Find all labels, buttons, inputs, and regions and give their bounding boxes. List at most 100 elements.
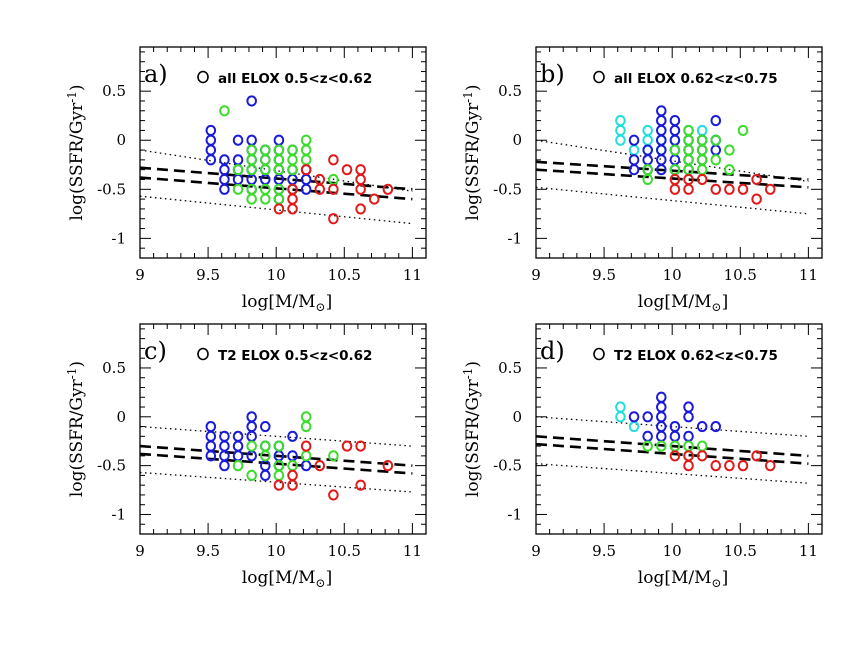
data-point-blue	[642, 144, 653, 156]
data-point-red	[737, 460, 749, 472]
x-axis-label: log[M/M⊙]	[638, 568, 728, 590]
data-point-green	[259, 193, 271, 205]
data-point-red	[683, 183, 694, 195]
legend-marker	[197, 347, 209, 361]
x-axis-label: log[M/M⊙]	[242, 292, 332, 314]
data-point-blue	[246, 411, 257, 423]
data-point-blue	[219, 440, 230, 452]
dashed-line	[139, 444, 413, 467]
data-point-green	[696, 144, 708, 156]
dashed-line	[535, 168, 809, 189]
data-point-red	[273, 479, 285, 491]
y-axis-label: log(SSFR/Gyr-1)	[461, 361, 483, 497]
data-point-red	[737, 183, 749, 195]
data-point-blue	[300, 183, 312, 195]
y-tick-label: 0	[512, 408, 522, 426]
data-point-blue	[205, 420, 217, 433]
data-point-cyan	[615, 115, 626, 127]
data-point-green	[259, 440, 271, 452]
x-tick-label: 9	[531, 542, 541, 560]
data-point-blue	[669, 154, 681, 166]
data-point-red	[341, 440, 353, 452]
data-point-blue	[655, 134, 667, 146]
data-point-green	[246, 154, 257, 166]
data-point-blue	[232, 430, 244, 442]
data-point-green	[259, 154, 271, 166]
dashed-line	[139, 452, 413, 475]
data-point-blue	[246, 95, 257, 107]
data-point-blue	[710, 144, 722, 156]
data-point-cyan	[642, 124, 653, 137]
x-tick-label: 10	[267, 542, 286, 560]
data-point-blue	[655, 144, 667, 156]
data-point-blue	[669, 134, 681, 146]
data-point-blue	[232, 154, 244, 166]
data-point-red	[300, 440, 312, 452]
data-point-cyan	[628, 420, 640, 433]
panel-d: 9 9.5 10 10.5 11 -1 -0.5 0 0.5 d) T2 ELOX 0.62<z<0…	[461, 323, 823, 590]
dotted-line	[139, 149, 413, 192]
legend-marker	[197, 70, 209, 84]
data-point-green	[300, 134, 312, 146]
data-point-blue	[205, 144, 217, 156]
x-tick-label: 9	[135, 266, 145, 284]
data-point-blue	[219, 430, 230, 442]
panel-a: 9 9.5 10 10.5 11 -1 -0.5 0 0.5 a) all ELOX 0.5<z<0…	[65, 46, 427, 314]
data-point-green	[246, 469, 257, 481]
data-point-red	[710, 183, 722, 195]
plot-frame	[139, 323, 427, 535]
data-point-green	[300, 154, 312, 166]
data-point-blue	[219, 460, 230, 472]
data-point-blue	[205, 134, 217, 146]
data-point-blue	[219, 173, 230, 186]
x-tick-label: 11	[403, 542, 422, 560]
data-point-blue	[205, 430, 217, 442]
plot-frame	[535, 46, 823, 259]
data-point-cyan	[615, 124, 626, 137]
dotted-line	[535, 186, 809, 215]
legend-label: all ELOX 0.62<z<0.75	[614, 71, 778, 87]
data-point-blue	[710, 115, 722, 127]
data-point-red	[751, 193, 762, 205]
data-point-red	[683, 460, 694, 472]
panel-b: 9 9.5 10 10.5 11 -1 -0.5 0 0.5 b) all ELOX 0.62<z<…	[461, 46, 823, 314]
plot-frame	[139, 46, 427, 259]
data-point-green	[273, 154, 285, 166]
data-point-green	[737, 124, 749, 137]
data-point-blue	[655, 164, 667, 176]
data-point-red	[355, 440, 366, 452]
data-point-blue	[628, 154, 640, 166]
y-tick-label: -1	[111, 229, 126, 247]
data-point-green	[273, 469, 285, 481]
data-point-blue	[219, 164, 230, 176]
panel-label: c)	[144, 337, 167, 365]
data-point-green	[300, 450, 312, 462]
y-tick-label: -1	[507, 229, 522, 247]
legend-label: all ELOX 0.5<z<0.62	[218, 71, 372, 87]
data-point-cyan	[615, 134, 626, 146]
data-point-green	[287, 144, 298, 156]
dashed-line	[139, 176, 413, 201]
y-axis-label: log(SSFR/Gyr-1)	[65, 84, 87, 220]
data-point-blue	[669, 124, 681, 137]
data-point-green	[724, 144, 735, 156]
x-tick-label: 10	[663, 542, 682, 560]
data-point-cyan	[615, 401, 626, 413]
x-tick-label: 9.5	[196, 266, 220, 284]
data-point-red	[724, 183, 735, 195]
y-tick-label: 0	[116, 131, 126, 149]
data-point-green	[232, 164, 244, 176]
data-point-green	[683, 124, 694, 137]
data-point-green	[683, 134, 694, 146]
y-tick-label: -0.5	[97, 180, 126, 198]
data-point-red	[764, 460, 776, 472]
data-point-blue	[669, 430, 681, 442]
data-point-red	[355, 479, 366, 491]
data-point-green	[300, 420, 312, 433]
data-point-blue	[655, 105, 667, 117]
data-point-green	[642, 440, 653, 452]
data-point-red	[382, 460, 394, 472]
panel-label: b)	[540, 60, 565, 88]
y-tick-label: 0.5	[498, 359, 522, 377]
data-point-red	[696, 173, 708, 186]
